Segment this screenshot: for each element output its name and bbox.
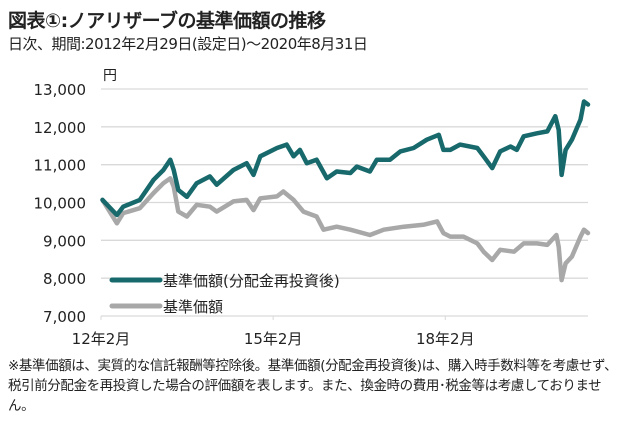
y-tick-label: 7,000 [43, 308, 86, 326]
x-tick-label: 18年2月 [416, 330, 475, 348]
y-tick-label: 13,000 [34, 81, 87, 99]
y-tick-label: 11,000 [34, 157, 87, 175]
y-tick-label: 9,000 [43, 232, 86, 250]
chart-subtitle: 日次、期間:2012年2月29日(設定日)～2020年8月31日 [8, 35, 368, 53]
chart-title: 図表①:ノアリザーブの基準価額の推移 [8, 10, 326, 32]
footnote: ※基準価額は、実質的な信託報酬等控除後。基準価額(分配金再投資後)は、購入時手数… [8, 358, 618, 414]
y-axis-unit-label: 円 [103, 68, 117, 84]
x-tick-label: 15年2月 [244, 330, 303, 348]
series-line-0 [100, 99, 591, 218]
y-tick-label: 8,000 [43, 270, 86, 288]
y-tick-label: 12,000 [34, 119, 87, 137]
x-tick-label: 12年2月 [72, 330, 131, 348]
y-tick-label: 10,000 [34, 195, 87, 213]
series-line-1 [100, 176, 591, 283]
legend-label: 基準価額 [163, 298, 223, 316]
legend-label: 基準価額(分配金再投資後) [163, 272, 340, 290]
